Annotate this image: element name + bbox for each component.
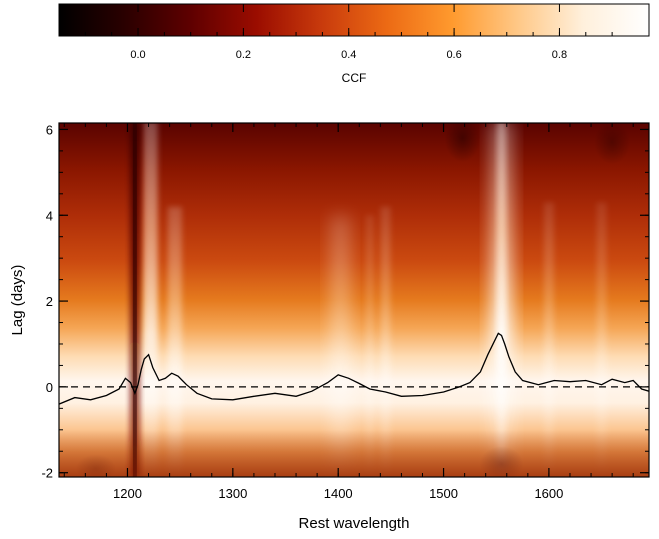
colorbar-tick-label: 0.4 (341, 49, 356, 61)
heatmap-dark-blob (444, 123, 481, 163)
x-tick-label: 1500 (429, 486, 458, 501)
x-tick-label: 1400 (324, 486, 353, 501)
colorbar-tick-label: 0.2 (236, 49, 251, 61)
heatmap-bright-band (365, 215, 374, 477)
x-axis-title: Rest wavelength (299, 515, 410, 532)
plot-frame (58, 122, 650, 478)
y-tick-label: 6 (46, 122, 53, 137)
y-tick-label: 2 (46, 294, 53, 309)
colorbar-tick-label: 0.0 (130, 49, 145, 61)
heatmap-bright-band (596, 202, 607, 477)
x-tick-label: 1300 (218, 486, 247, 501)
heatmap (59, 123, 649, 477)
colorbar-gradient (58, 3, 650, 37)
x-tick-label: 1600 (534, 486, 563, 501)
y-tick-label: 0 (46, 380, 53, 395)
y-tick-label: 4 (46, 208, 53, 223)
heatmap-dark-band-core (132, 123, 137, 477)
lag-spectrum-curve (59, 332, 649, 405)
colorbar: 0.0 0.2 0.4 0.6 0.8 CCF (58, 3, 650, 85)
heatmap-bottom-shade (59, 430, 649, 477)
colorbar-tick-label: 0.8 (552, 49, 567, 61)
colorbar-ticks: 0.0 0.2 0.4 0.6 0.8 (84, 4, 613, 61)
x-tick-label: 1200 (113, 486, 142, 501)
heatmap-dark-blob (594, 123, 631, 165)
y-axis-title: Lag (days) (9, 265, 26, 336)
colorbar-title: CCF (342, 71, 367, 85)
heatmap-bright-band (543, 202, 554, 477)
heatmap-bright-band (167, 206, 182, 477)
colorbar-tick-label: 0.6 (446, 49, 461, 61)
heatmap-features (75, 123, 631, 477)
heatmap-bright-band (143, 123, 158, 477)
heatmap-bright-band (380, 206, 391, 477)
heatmap-bright-band (330, 215, 351, 477)
heatmap-bright-band (497, 123, 506, 477)
y-tick-label: -2 (41, 466, 53, 481)
y-axis: -2 0 2 4 6 (41, 122, 649, 481)
x-axis: 1200 1300 1400 1500 1600 (63, 123, 634, 501)
